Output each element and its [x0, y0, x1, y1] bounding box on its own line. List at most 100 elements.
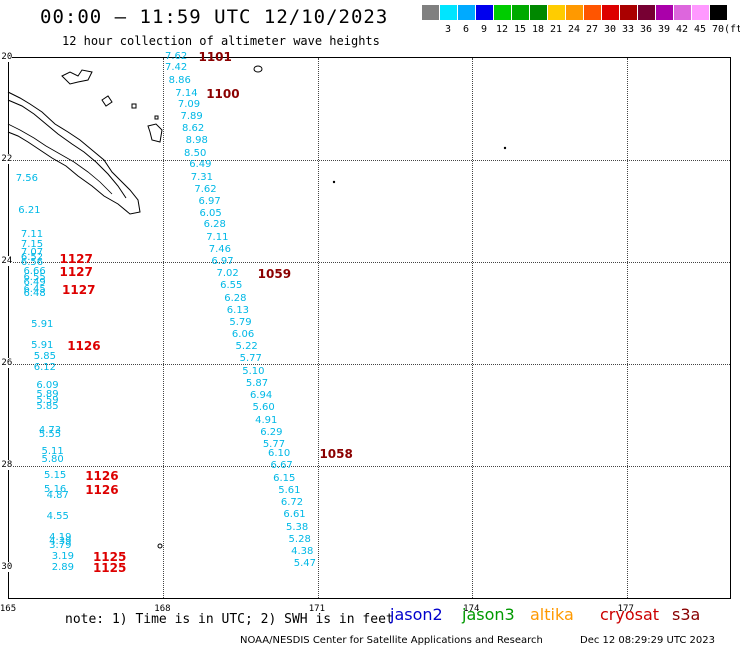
latitude-gridline	[9, 261, 730, 263]
wave-height-value: 6.28	[203, 219, 226, 231]
pass-time-label: 1126	[85, 483, 119, 498]
scale-swatch	[638, 5, 655, 20]
latitude-label: -24	[0, 255, 13, 266]
wave-height-value: 7.89	[180, 110, 203, 122]
pass-time-label: 1126	[85, 469, 119, 484]
wave-height-value: 6.48	[23, 288, 46, 300]
wave-height-value: 4.87	[46, 490, 69, 502]
wave-height-value: 7.14	[175, 87, 198, 99]
wave-height-value: 4.19	[49, 532, 72, 544]
chart-subtitle: 12 hour collection of altimeter wave hei…	[62, 34, 380, 48]
wave-height-value: 4.91	[255, 414, 278, 426]
wave-height-value: 4.73	[38, 424, 62, 436]
pass-time-label: 1127	[59, 264, 93, 279]
wave-height-value: 6.10	[267, 448, 291, 460]
wave-height-value: 5.80	[41, 453, 64, 465]
wave-height-value: 6.21	[18, 205, 41, 217]
scale-label: 21	[549, 24, 563, 35]
wave-height-value: 6.97	[198, 196, 221, 208]
wave-height-value: 5.11	[41, 446, 64, 458]
wave-height-value: 5.60	[252, 402, 275, 414]
wave-height-value: 5.85	[36, 400, 59, 412]
wave-height-value: 7.09	[177, 99, 201, 111]
wave-height-value: 7.42	[165, 62, 188, 74]
satellite-legend-s3a: s3a	[672, 605, 701, 624]
wave-height-value: 6.61	[283, 509, 306, 521]
wave-height-value: 5.55	[38, 429, 62, 441]
wave-height-value: 6.97	[211, 255, 234, 267]
latitude-gridline	[9, 159, 730, 161]
scale-swatch	[458, 5, 475, 20]
scale-swatch	[512, 5, 529, 20]
credit-line: NOAA/NESDIS Center for Satellite Applica…	[240, 635, 543, 646]
wave-height-value: 6.12	[33, 361, 56, 373]
longitude-gridline	[472, 58, 474, 598]
wave-height-value: 6.49	[189, 159, 212, 171]
pass-time-label: 1127	[62, 283, 96, 297]
scale-label: (ft)	[723, 24, 740, 35]
wave-height-value: 5.22	[235, 340, 258, 352]
wave-height-value: 5.77	[262, 439, 286, 450]
satellite-legend-jason2: jason2	[390, 605, 443, 624]
wave-height-value: 8.86	[168, 74, 191, 86]
satellite-legend-jason3: jason3	[462, 605, 515, 624]
wave-height-value: 8.62	[181, 123, 205, 135]
latitude-label: -22	[0, 153, 13, 164]
latitude-label: -30	[0, 561, 13, 572]
scale-swatch	[692, 5, 709, 20]
scale-label: 45	[693, 24, 707, 35]
scale-label: 70	[711, 24, 725, 35]
scale-label: 39	[657, 24, 671, 35]
scale-label: 9	[480, 24, 488, 35]
wave-height-value: 6.13	[226, 304, 250, 316]
generation-timestamp: Dec 12 08:29:29 UTC 2023	[580, 635, 715, 646]
scale-swatch	[494, 5, 511, 20]
scale-label: 33	[621, 24, 635, 35]
latitude-label: -26	[0, 357, 13, 368]
wave-height-value: 5.47	[293, 557, 316, 569]
longitude-label: 174	[463, 604, 480, 614]
wave-height-value: 7.11	[20, 229, 44, 241]
latitude-label: -20	[0, 52, 13, 62]
wave-height-value: 6.28	[224, 292, 247, 304]
wave-height-value: 7.62	[194, 183, 217, 195]
scale-swatch	[476, 5, 493, 20]
wave-height-value: 7.02	[216, 268, 239, 280]
scale-swatch	[566, 5, 583, 20]
map-plot-area	[8, 57, 731, 599]
scale-swatch	[422, 5, 439, 20]
wave-height-value: 5.87	[245, 377, 269, 389]
wave-height-value: 7.56	[15, 173, 38, 185]
pass-time-label: 1100	[206, 86, 240, 101]
wave-height-value: 5.61	[278, 484, 301, 496]
scale-swatch	[602, 5, 619, 20]
scale-swatch	[440, 5, 457, 20]
scale-label: 27	[585, 24, 599, 35]
pass-time-label: 1125	[92, 560, 127, 575]
scale-label: 12	[495, 24, 509, 35]
longitude-gridline	[163, 58, 165, 598]
wave-height-value: 6.29	[260, 426, 283, 438]
pass-time-label: 1125	[92, 549, 127, 564]
wave-height-value: 6.55	[23, 271, 46, 283]
scale-swatch	[620, 5, 637, 20]
scale-label: 30	[603, 24, 617, 35]
wave-height-value: 6.15	[273, 472, 296, 484]
wave-height-value: 5.15	[44, 470, 67, 482]
wave-height-value: 6.72	[280, 497, 304, 509]
scale-swatch	[584, 5, 601, 20]
wave-height-value: 6.56	[20, 257, 44, 269]
pass-time-label: 1126	[67, 339, 101, 354]
longitude-gridline	[626, 58, 628, 598]
wave-height-value: 6.66	[23, 265, 46, 277]
pass-time-label: 1058	[319, 447, 353, 462]
wave-height-value: 6.09	[36, 379, 59, 391]
wave-height-value: 5.59	[36, 395, 59, 407]
longitude-gridline	[317, 58, 319, 598]
wave-height-value: 7.62	[165, 51, 188, 62]
longitude-label: 177	[617, 604, 634, 614]
pass-time-label: 1059	[257, 267, 292, 282]
wave-height-value: 8.50	[184, 147, 207, 159]
longitude-label: 168	[154, 604, 171, 614]
scale-label: 6	[462, 24, 470, 35]
